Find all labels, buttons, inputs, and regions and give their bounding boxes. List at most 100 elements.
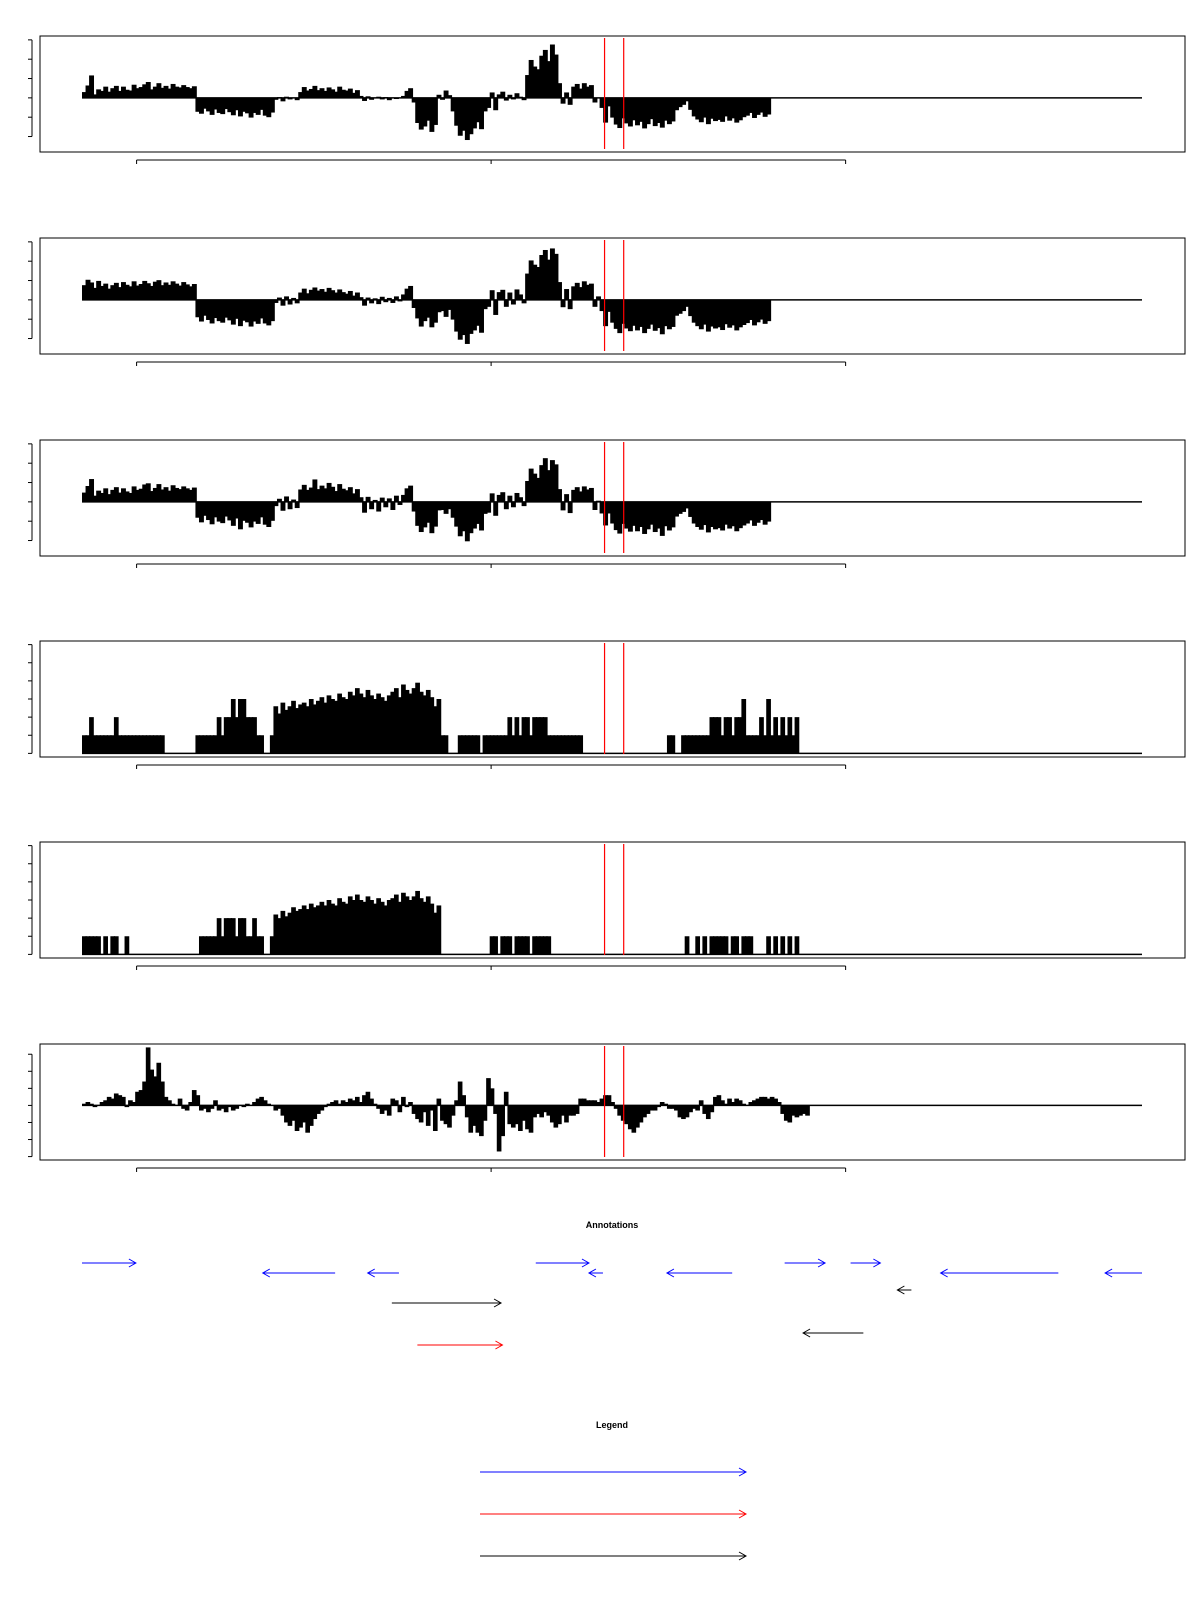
data-bar	[674, 97, 679, 111]
data-bar	[695, 1105, 700, 1111]
data-bar	[266, 299, 272, 326]
data-bar	[493, 936, 498, 955]
data-bar	[535, 1105, 541, 1114]
data-bar	[393, 688, 399, 754]
data-bar	[454, 299, 460, 332]
data-bar	[507, 936, 513, 955]
data-bar	[255, 1098, 261, 1106]
data-bar	[418, 97, 424, 130]
data-bar	[443, 735, 449, 754]
data-bar	[330, 290, 336, 300]
data-bar	[156, 484, 162, 502]
plot-frame	[39, 640, 1186, 758]
data-bar	[113, 717, 119, 754]
data-bar	[744, 97, 750, 116]
data-bar	[475, 735, 481, 754]
data-bar	[138, 1090, 144, 1106]
data-bar	[635, 1105, 640, 1128]
data-bar	[489, 1088, 495, 1106]
data-bar	[344, 293, 350, 300]
data-bar	[500, 91, 506, 98]
data-bar	[337, 484, 343, 502]
data-bar	[213, 1100, 218, 1106]
data-bar	[798, 1105, 803, 1116]
data-bar	[691, 735, 697, 754]
data-bar	[440, 735, 445, 754]
data-bar	[315, 1105, 321, 1114]
data-bar	[188, 88, 194, 98]
data-bar	[401, 294, 406, 300]
data-bar	[89, 75, 95, 98]
data-bar	[471, 735, 477, 754]
data-bar	[276, 1105, 282, 1109]
data-bar	[354, 90, 360, 98]
data-bar	[514, 492, 520, 502]
data-bar	[415, 1105, 420, 1120]
data-bar	[319, 1105, 325, 1111]
data-bar	[110, 285, 116, 300]
data-bar	[773, 717, 779, 754]
data-bar	[323, 905, 328, 955]
data-bar	[432, 299, 438, 323]
data-bar	[280, 299, 286, 306]
data-bar	[92, 735, 98, 754]
data-bar	[152, 1076, 158, 1106]
data-bar	[677, 1105, 683, 1118]
data-bar	[713, 936, 718, 955]
data-bar	[135, 735, 140, 754]
data-bar	[209, 97, 215, 115]
data-bar	[610, 501, 616, 524]
data-bar	[737, 1100, 743, 1106]
data-bar	[549, 44, 555, 98]
data-bar	[709, 717, 715, 754]
data-bar	[663, 299, 669, 327]
data-bar	[337, 693, 342, 754]
data-bar	[425, 1105, 431, 1126]
data-bar	[411, 299, 417, 308]
data-bar	[305, 293, 311, 300]
data-bar	[337, 289, 343, 300]
data-bar	[567, 501, 573, 514]
data-bar	[532, 264, 538, 300]
data-bar	[674, 501, 679, 517]
data-bar	[418, 1105, 424, 1123]
annotation-arrow	[665, 1268, 733, 1278]
data-bar	[503, 299, 509, 307]
data-bar	[330, 486, 336, 502]
data-bar	[603, 501, 609, 526]
data-bar	[259, 735, 264, 754]
data-bar	[121, 488, 126, 502]
data-bar	[532, 1105, 537, 1118]
data-bar	[365, 297, 371, 300]
data-bar	[702, 936, 708, 955]
data-bar	[652, 97, 658, 127]
data-bar	[475, 299, 481, 326]
data-bar	[681, 1105, 686, 1120]
data-bar	[564, 494, 570, 502]
data-bar	[791, 735, 796, 754]
data-bar	[230, 1105, 236, 1111]
arrow-head	[493, 1298, 503, 1308]
data-bar	[206, 501, 211, 521]
data-bar	[145, 735, 151, 754]
data-bar	[227, 717, 233, 754]
data-bar	[152, 281, 158, 300]
data-bar	[152, 487, 158, 502]
annotation-arrow	[535, 1258, 590, 1268]
data-bar	[624, 299, 630, 329]
data-bar	[578, 491, 584, 502]
data-bar	[425, 896, 431, 955]
data-bar	[167, 490, 172, 502]
data-bar	[475, 501, 481, 524]
data-bar	[248, 501, 254, 528]
data-bar	[269, 501, 275, 521]
data-bar	[429, 299, 435, 328]
data-bar	[202, 501, 208, 516]
data-bar	[404, 1105, 410, 1108]
data-bar	[213, 299, 219, 319]
annotation-arrow	[784, 1258, 827, 1268]
data-bar	[773, 1098, 778, 1106]
data-bar	[606, 501, 612, 514]
data-bar	[177, 87, 183, 98]
data-bar	[542, 936, 548, 955]
